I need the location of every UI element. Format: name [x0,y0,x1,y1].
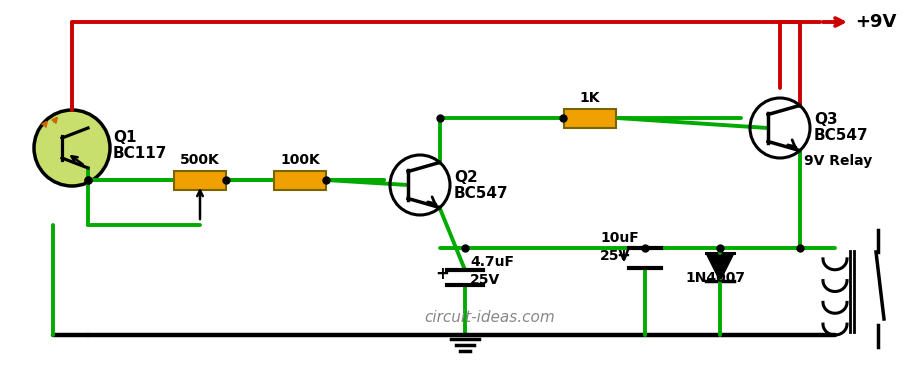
Text: +: + [435,265,449,283]
Text: BC547: BC547 [814,128,868,144]
Bar [564,108,616,128]
Text: 25V: 25V [470,273,500,287]
Text: +: + [616,247,630,265]
Text: 10uF: 10uF [600,231,639,245]
Text: Q3: Q3 [814,113,837,128]
Text: circuit-ideas.com: circuit-ideas.com [425,310,556,325]
Text: 9V Relay: 9V Relay [803,154,872,168]
Text: 100K: 100K [280,154,320,168]
Text: 1K: 1K [579,92,600,106]
Text: 500K: 500K [180,154,220,168]
Polygon shape [706,253,734,281]
Text: Q2: Q2 [454,169,478,184]
Text: 4.7uF: 4.7uF [470,255,514,269]
Text: 25V: 25V [600,249,631,263]
Text: +9V: +9V [855,13,897,31]
Text: Q1: Q1 [113,131,136,145]
Text: BC547: BC547 [454,186,508,200]
Bar [174,170,226,190]
Text: BC117: BC117 [113,146,167,162]
Bar [274,170,326,190]
Text: 1N4007: 1N4007 [685,271,745,285]
Circle shape [34,110,110,186]
